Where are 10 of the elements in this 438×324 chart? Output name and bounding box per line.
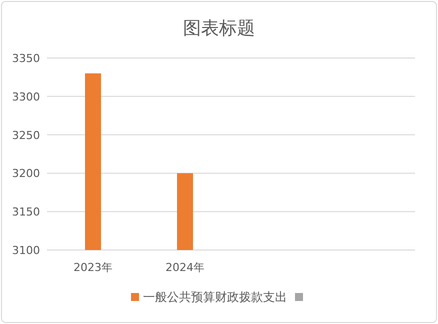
- legend-label: 一般公共预算财政拨款支出: [143, 290, 287, 304]
- y-tick-label: 3250: [12, 128, 40, 142]
- x-tick-label: 2023年: [74, 261, 112, 274]
- x-tick-label: 2024年: [166, 261, 204, 274]
- y-tick-label: 3200: [12, 167, 40, 180]
- y-tick-label: 3100: [12, 244, 40, 257]
- y-tick-label: 3350: [12, 52, 40, 65]
- y-tick-label: 3150: [12, 206, 40, 219]
- chart-title: 图表标题: [183, 18, 255, 39]
- y-tick-label: 3300: [12, 90, 40, 104]
